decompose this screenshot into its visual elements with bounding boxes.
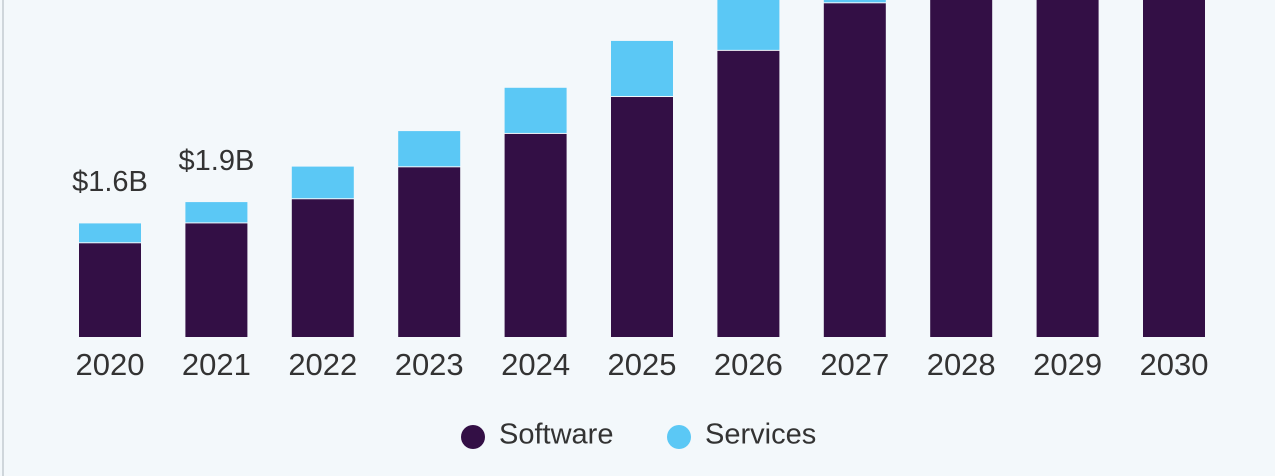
x-tick-label: 2030: [1140, 347, 1209, 382]
legend-marker: [667, 425, 691, 449]
bar-segment: [291, 199, 354, 337]
bar-segment: [823, 3, 886, 338]
bar-segment: [930, 0, 993, 337]
bar-segment: [398, 167, 461, 337]
bar-segment: [291, 166, 354, 199]
legend-marker: [461, 425, 485, 449]
bar-segment: [79, 223, 141, 243]
x-tick-label: 2022: [288, 347, 357, 382]
total-label: $1.9B: [179, 145, 255, 177]
bar-segment: [717, 0, 780, 50]
bar-segment: [1143, 0, 1205, 338]
x-tick-label: 2027: [820, 347, 889, 382]
bar-segment: [1036, 0, 1099, 337]
legend-label: Services: [705, 419, 816, 451]
x-tick-label: 2026: [714, 347, 783, 382]
total-label: $1.6B: [72, 166, 148, 198]
x-tick-label: 2020: [76, 347, 145, 382]
bar-segment: [611, 97, 673, 338]
x-tick-label: 2024: [501, 347, 570, 382]
x-tick-label: 2021: [182, 347, 251, 382]
bar-segment: [717, 50, 780, 338]
bar-segment: [504, 87, 567, 133]
bar-segment: [185, 223, 248, 337]
legend-label: Software: [499, 419, 613, 451]
bar-segment: [504, 133, 567, 337]
bar-segment: [398, 131, 461, 167]
x-tick-label: 2023: [395, 347, 464, 382]
bar-segment: [79, 243, 141, 337]
bar-segment: [823, 0, 886, 3]
x-tick-label: 2028: [927, 347, 996, 382]
bar-segment: [185, 202, 248, 223]
bar-segment: [611, 40, 673, 97]
x-tick-label: 2025: [608, 347, 677, 382]
x-tick-label: 2029: [1033, 347, 1102, 382]
